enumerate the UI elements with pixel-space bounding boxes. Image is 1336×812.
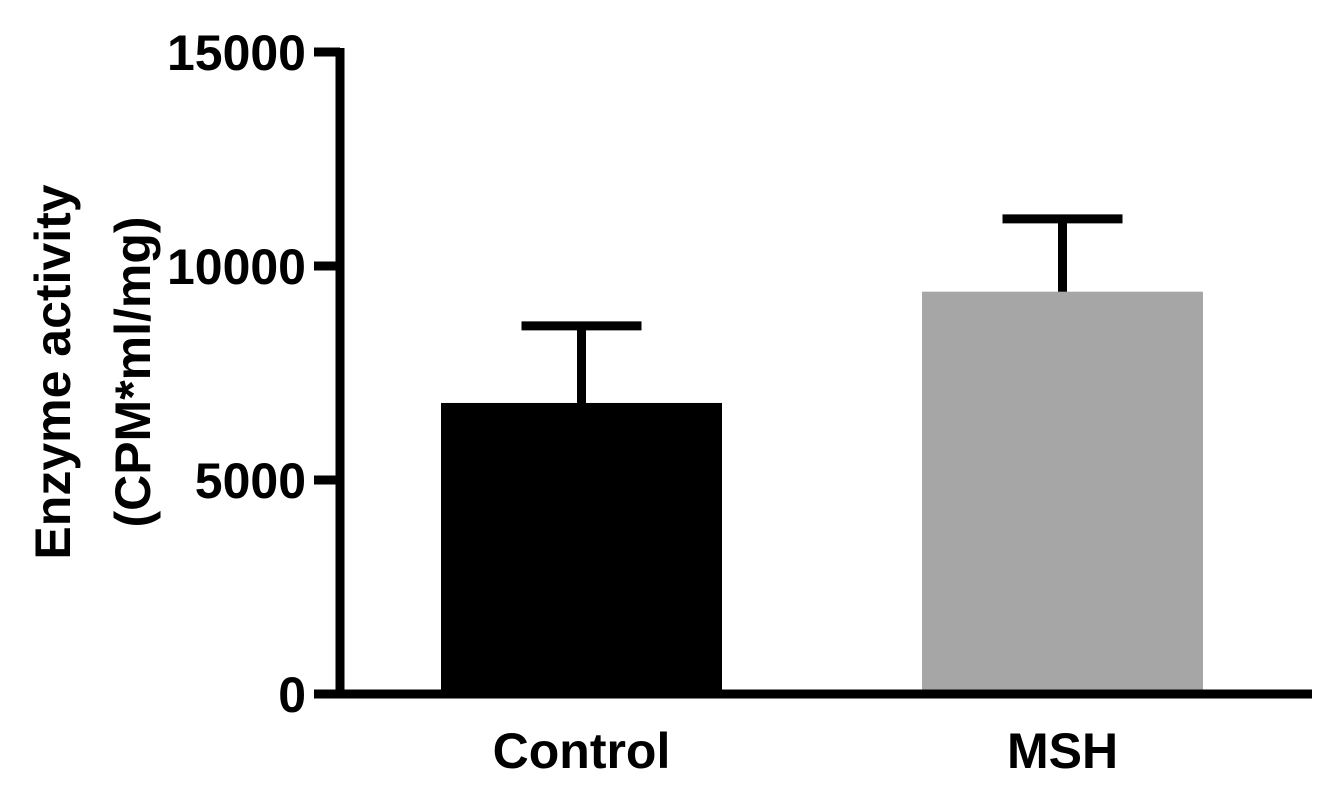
y-tick-label: 0 bbox=[278, 667, 306, 723]
y-axis-title-line-2: (CPM*ml/mg) bbox=[105, 216, 161, 527]
bar-msh bbox=[922, 291, 1203, 694]
x-category-label: Control bbox=[493, 723, 671, 779]
y-tick-label: 5000 bbox=[195, 453, 306, 509]
y-axis-title-line-1: Enzyme activity bbox=[25, 184, 81, 559]
y-tick-label: 15000 bbox=[167, 25, 306, 81]
chart-marks bbox=[441, 214, 1203, 694]
y-axis-ticks: 0 5000 10000 15000 bbox=[167, 25, 340, 723]
y-axis-title: Enzyme activity (CPM*ml/mg) bbox=[25, 184, 161, 559]
x-axis-categories: Control MSH bbox=[493, 723, 1118, 779]
y-tick-label: 10000 bbox=[167, 239, 306, 295]
x-category-label: MSH bbox=[1007, 723, 1118, 779]
bar-control bbox=[441, 402, 722, 694]
